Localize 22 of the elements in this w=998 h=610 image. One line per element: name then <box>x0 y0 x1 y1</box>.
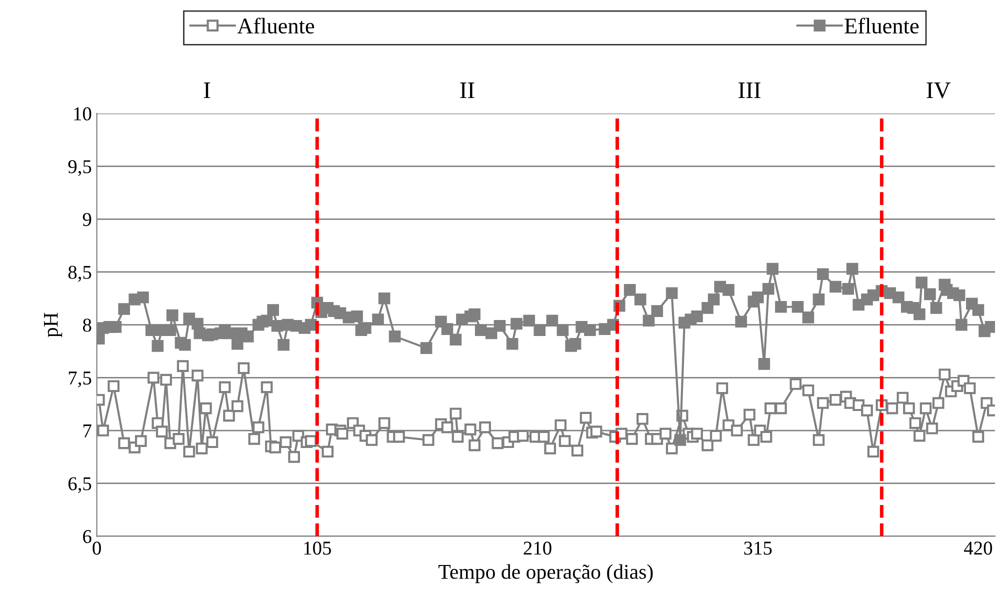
text: III <box>738 82 760 98</box>
x-tick-label: 105 <box>304 542 331 555</box>
x-tick-label: 420 <box>964 542 992 555</box>
y-tick-label: 6,5 <box>68 477 92 494</box>
y-tick-label: 10 <box>74 107 92 120</box>
y-tick-label: 6 <box>83 530 92 544</box>
legend-label: Afluente <box>237 18 314 34</box>
y-axis-title: pH <box>44 312 62 338</box>
y-tick-label: 8,5 <box>68 266 92 282</box>
y-tick-label: 7 <box>84 424 92 438</box>
text: II <box>460 82 474 98</box>
text: I <box>204 82 210 98</box>
x-tick-label: 210 <box>524 542 552 555</box>
text: IV <box>926 82 951 98</box>
legend-label: Efluente <box>844 18 919 34</box>
y-tick-label: 9 <box>82 213 92 226</box>
y-tick-label: 8 <box>82 318 92 332</box>
y-tick-label: 7,5 <box>68 372 92 388</box>
y-tick-label: 9,5 <box>68 160 92 176</box>
x-axis-title: Tempo de operação (dias) <box>438 564 653 584</box>
x-tick-label: 315 <box>744 542 772 555</box>
x-tick-label: 0 <box>92 542 101 555</box>
